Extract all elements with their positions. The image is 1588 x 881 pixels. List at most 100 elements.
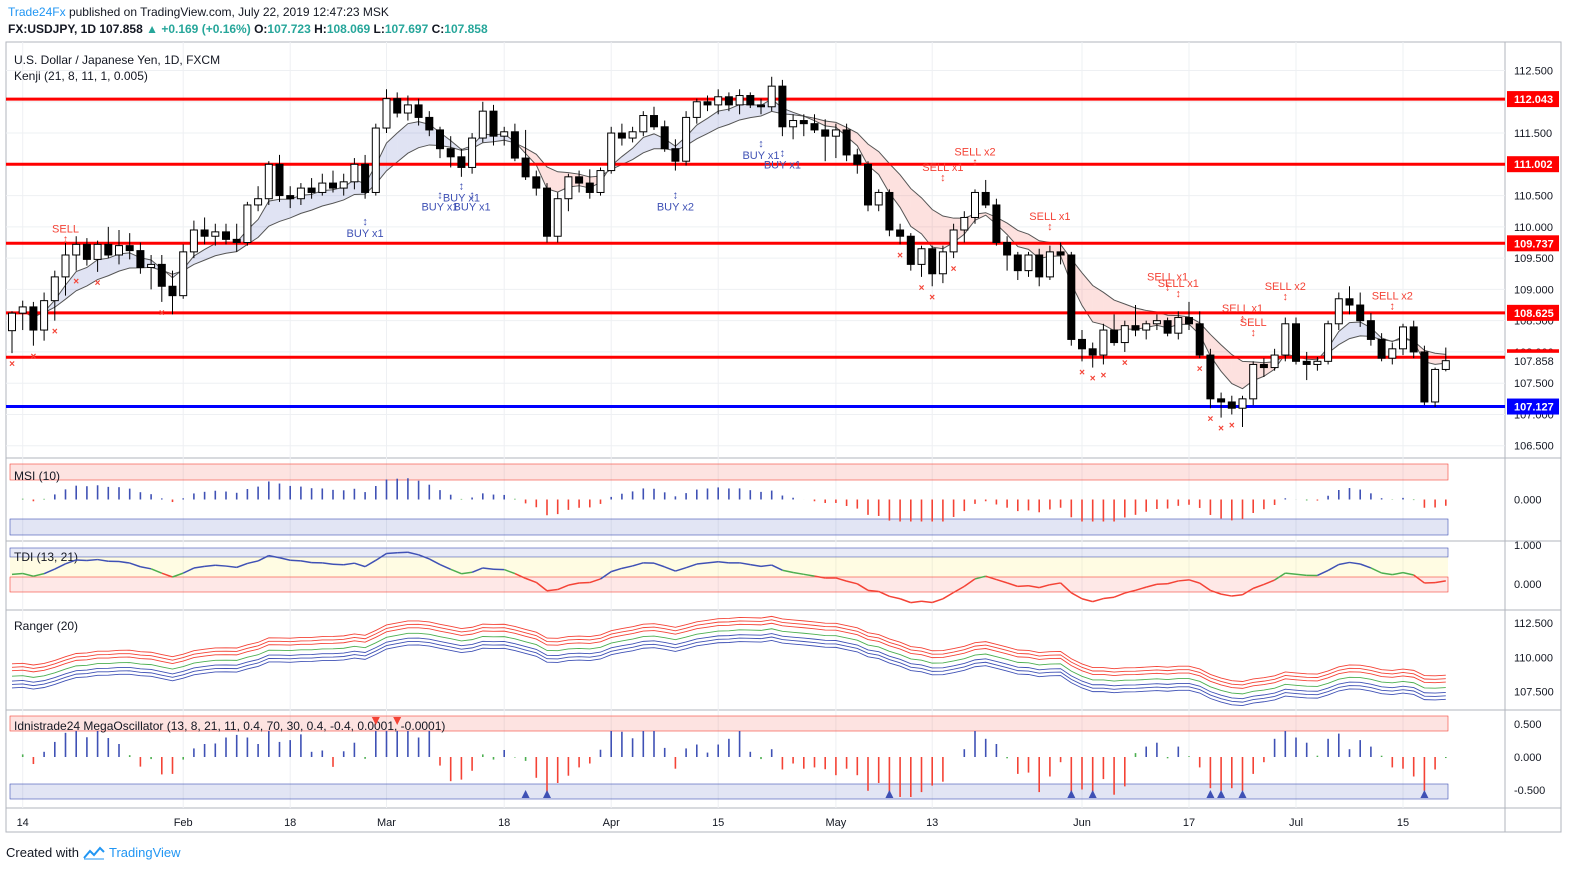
stop-marker-icon: ×	[1207, 414, 1213, 425]
tdi-line-segment	[525, 577, 537, 584]
mega-sell-triangle-icon	[371, 717, 380, 725]
tdi-line-segment	[514, 572, 526, 580]
time-tick-label: 13	[926, 817, 938, 829]
tdi-line-segment	[1039, 583, 1051, 589]
candle-body	[532, 176, 541, 189]
candle-body	[757, 104, 765, 108]
tdi-line-segment	[1006, 582, 1019, 588]
stop-marker-icon: ×	[1122, 358, 1128, 369]
candle-body	[1292, 323, 1300, 362]
signal-arrow-icon: ↕	[1165, 282, 1171, 294]
tdi-line-segment	[1092, 597, 1104, 603]
tdi-line-segment	[193, 565, 205, 569]
signal-label: BUY x1	[347, 228, 384, 240]
candle-body	[382, 98, 391, 129]
tdi-tick-label: 0.000	[1514, 579, 1542, 591]
mega-tick-label: 0.500	[1514, 719, 1542, 731]
publisher-name[interactable]: Trade24Fx	[8, 5, 66, 19]
price-tick-label: 110.500	[1514, 191, 1553, 203]
candle-body	[917, 248, 926, 265]
time-tick-label: 15	[1397, 817, 1409, 829]
ranger-band-line	[11, 615, 1446, 682]
stop-marker-icon: ×	[919, 283, 925, 294]
price-tick-label: 111.500	[1514, 128, 1552, 140]
msi-lower-zone	[9, 518, 1449, 536]
tdi-line-segment	[1434, 580, 1446, 584]
tdi-line-segment	[1242, 587, 1254, 596]
tradingview-brand[interactable]: TradingView	[108, 845, 181, 860]
tdi-line-segment	[503, 568, 516, 575]
tdi-line-segment	[610, 567, 623, 573]
candle-body	[543, 187, 551, 237]
candle-body	[93, 243, 102, 260]
mega-tick-label: -0.500	[1514, 785, 1545, 797]
tdi-line-segment	[1146, 583, 1158, 588]
tdi-line-segment	[910, 600, 922, 604]
candle-body	[789, 120, 798, 128]
tdi-line-segment	[11, 572, 23, 576]
candle-body	[350, 163, 359, 183]
signal-label: SELL x1	[1029, 211, 1070, 223]
candle-body	[938, 251, 947, 275]
stop-marker-icon: ×	[1229, 420, 1235, 431]
candle-body	[1217, 398, 1226, 403]
candle-body	[1409, 326, 1418, 353]
kenji-cloud-segment	[1114, 300, 1125, 331]
signal-arrow-icon: ↕	[63, 233, 69, 245]
tdi-line-segment	[996, 578, 1008, 584]
level-price-tag	[1507, 235, 1559, 252]
level-price-tag	[1507, 156, 1559, 173]
tdi-line-segment	[750, 563, 762, 568]
candle-body	[682, 116, 691, 162]
tdi-line-segment	[1327, 563, 1340, 572]
candle-body	[1067, 254, 1076, 340]
stop-marker-icon: ×	[1100, 370, 1106, 381]
tdi-tick-label: 1.000	[1514, 540, 1542, 552]
created-with-label: Created with	[6, 845, 79, 860]
signal-label: BUY x1	[764, 159, 801, 171]
candle-body	[607, 132, 616, 172]
tdi-line-segment	[364, 559, 377, 568]
tdi-line-segment	[1370, 567, 1382, 574]
candle-body	[564, 176, 573, 200]
stop-marker-icon: ×	[9, 359, 15, 370]
kenji-cloud-segment	[119, 252, 130, 272]
signal-label: SELL x1	[922, 162, 963, 174]
tdi-line-segment	[664, 566, 676, 572]
level-price-label: 108.625	[1514, 308, 1554, 320]
tdi-line-segment	[535, 581, 548, 592]
candle-body	[510, 131, 519, 159]
tdi-line-segment	[450, 568, 462, 575]
candle-body	[403, 104, 412, 114]
candle-body	[521, 157, 530, 178]
level-price-tag	[1507, 91, 1559, 108]
candle-body	[885, 191, 894, 231]
candle-body	[1366, 320, 1375, 340]
ranger-band-line	[11, 633, 1446, 700]
tdi-line-segment	[889, 595, 901, 600]
time-tick-label: 14	[17, 817, 29, 829]
last-price-label: 107.858	[1514, 356, 1554, 368]
tdi-line-segment	[97, 558, 109, 562]
stop-marker-icon: ×	[951, 264, 957, 275]
tdi-line-segment	[86, 558, 98, 562]
tdi-line-segment	[899, 598, 912, 604]
tdi-line-segment	[118, 560, 130, 564]
tdi-line-segment	[1188, 579, 1200, 584]
tdi-line-segment	[215, 564, 227, 567]
kenji-cloud-segment	[1338, 322, 1350, 345]
tdi-line-segment	[1392, 571, 1404, 576]
mega-buy-triangle-icon	[1088, 790, 1097, 798]
footer: Created with TradingView	[6, 845, 181, 861]
candle-body	[478, 110, 487, 139]
tdi-line-segment	[150, 568, 163, 574]
tdi-line-segment	[600, 571, 612, 580]
candle-body	[810, 123, 819, 131]
kenji-cloud-segment	[386, 133, 398, 171]
tdi-lower-zone	[9, 576, 1449, 593]
candle-body	[361, 163, 370, 193]
ranger-band-line	[11, 628, 1446, 695]
tdi-line-segment	[1060, 582, 1072, 594]
signal-arrow-icon: ↕	[940, 172, 946, 184]
